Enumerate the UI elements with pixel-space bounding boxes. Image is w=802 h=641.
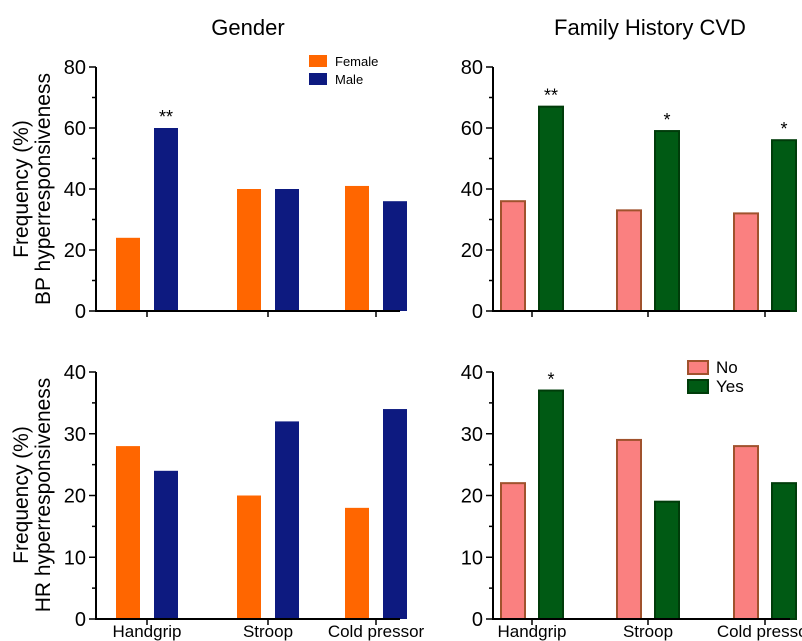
bp-family-significance-1: * [663,110,670,130]
hr-y-axis-label-line2: HR hyperresponsiveness [32,378,55,613]
hr-family-bar-no-handgrip [500,482,526,620]
hr-family-bar-no-cold-pressor [733,445,759,620]
hr-family-legend-label-no: No [716,358,738,377]
hr-gender-bar-male-stroop [275,421,299,619]
bp-gender-legend-label-male: Male [335,72,363,87]
hr-family-panel: * 0 10 20 30 40 Handgrip Stroop Cold pressor NoYe… [461,358,802,641]
hr-family-x-tick-label-stroop: Stroop [623,622,673,641]
bp-gender-bar-female-cold-pressor [345,185,369,311]
bp-gender-y-tick-label-60: 60 [64,118,86,140]
hr-gender-x-tick-label-stroop: Stroop [243,622,293,641]
bp-y-axis-label-line1: Frequency (%) [10,120,33,258]
hr-family-bar-yes-cold-pressor [771,482,797,620]
bp-gender-legend-label-female: Female [335,54,378,69]
bp-family-bar-yes-cold-pressor [771,139,797,312]
hr-y-axis-label: Frequency (%) HR hyperresponsiveness [10,378,55,613]
bp-family-y-tick-label-40: 40 [461,179,483,201]
bp-family-bar-no-cold-pressor [733,212,759,312]
bp-gender-legend-swatch-male [309,73,327,85]
bp-gender-panel: ** 0 20 40 60 80 Female Male [64,54,407,323]
hr-gender-y-tick-label-0: 0 [75,609,86,631]
hr-gender-bar-female-cold-pressor [345,507,369,619]
hr-family-x-tick-label-handgrip: Handgrip [498,622,567,641]
bp-gender-legend-swatch-female [309,55,327,67]
bp-family-y-tick-label-0: 0 [472,301,483,323]
bp-gender-bar-male-stroop [275,189,299,311]
bp-family-y-tick-label-60: 60 [461,118,483,140]
bp-family-y-tick-label-20: 20 [461,240,483,262]
hr-gender-x-tick-label-cold-pressor: Cold pressor [328,622,425,641]
hr-y-axis-label-line1: Frequency (%) [10,426,33,564]
hr-family-bar-no-stroop [616,438,642,620]
bp-gender-y-tick-label-40: 40 [64,179,86,201]
hr-family-bar-yes-stroop [654,500,680,620]
hr-gender-bar-male-handgrip [154,470,178,619]
bp-gender-significance-0: ** [159,107,173,127]
hr-family-y-tick-label-20: 20 [461,486,483,508]
bp-gender-bar-female-stroop [237,189,261,311]
hr-family-legend-label-yes: Yes [716,377,744,396]
family-history-column-title: Family History CVD [554,15,746,40]
hr-family-x-tick-label-cold-pressor: Cold pressor [717,622,802,641]
hr-family-legend-swatch-yes [687,379,709,394]
hr-gender-x-tick-label-handgrip: Handgrip [113,622,182,641]
hr-gender-y-tick-label-30: 30 [64,424,86,446]
bp-gender-bar-female-handgrip [116,237,140,311]
hr-family-significance-0: * [547,370,554,390]
bp-family-bar-yes-stroop [654,130,680,312]
bp-family-bar-no-handgrip [500,200,526,312]
bp-gender-bar-male-handgrip [154,128,178,311]
bp-gender-y-tick-label-0: 0 [75,301,86,323]
hr-gender-y-tick-label-40: 40 [64,362,86,384]
hr-gender-bar-male-cold-pressor [383,409,407,619]
hr-family-y-tick-label-30: 30 [461,424,483,446]
bp-family-significance-2: * [780,119,787,139]
hr-family-legend-swatch-no [687,360,709,375]
hr-gender-bar-female-stroop [237,495,261,619]
hr-gender-y-tick-label-10: 10 [64,547,86,569]
bp-family-bar-no-stroop [616,209,642,313]
hr-gender-panel: 0 10 20 30 40 Handgrip Stroop Cold pressor [64,362,425,641]
bp-family-significance-0: ** [544,86,558,106]
hr-family-bar-yes-handgrip [538,389,564,620]
bp-gender-bar-male-cold-pressor [383,201,407,311]
bp-y-axis-label: Frequency (%) BP hyperresponsiveness [10,73,55,305]
bp-family-bar-yes-handgrip [538,105,564,313]
bp-gender-y-tick-label-80: 80 [64,57,86,79]
hr-gender-bar-female-handgrip [116,446,140,619]
bp-gender-legend: Female Male [309,54,378,87]
gender-column-title: Gender [211,15,284,40]
bp-gender-y-tick-label-20: 20 [64,240,86,262]
bp-y-axis-label-line2: BP hyperresponsiveness [32,73,55,305]
hr-family-y-tick-label-10: 10 [461,547,483,569]
bp-family-y-tick-label-80: 80 [461,57,483,79]
hr-family-y-tick-label-40: 40 [461,362,483,384]
hr-family-y-tick-label-0: 0 [472,609,483,631]
hr-gender-y-tick-label-20: 20 [64,486,86,508]
